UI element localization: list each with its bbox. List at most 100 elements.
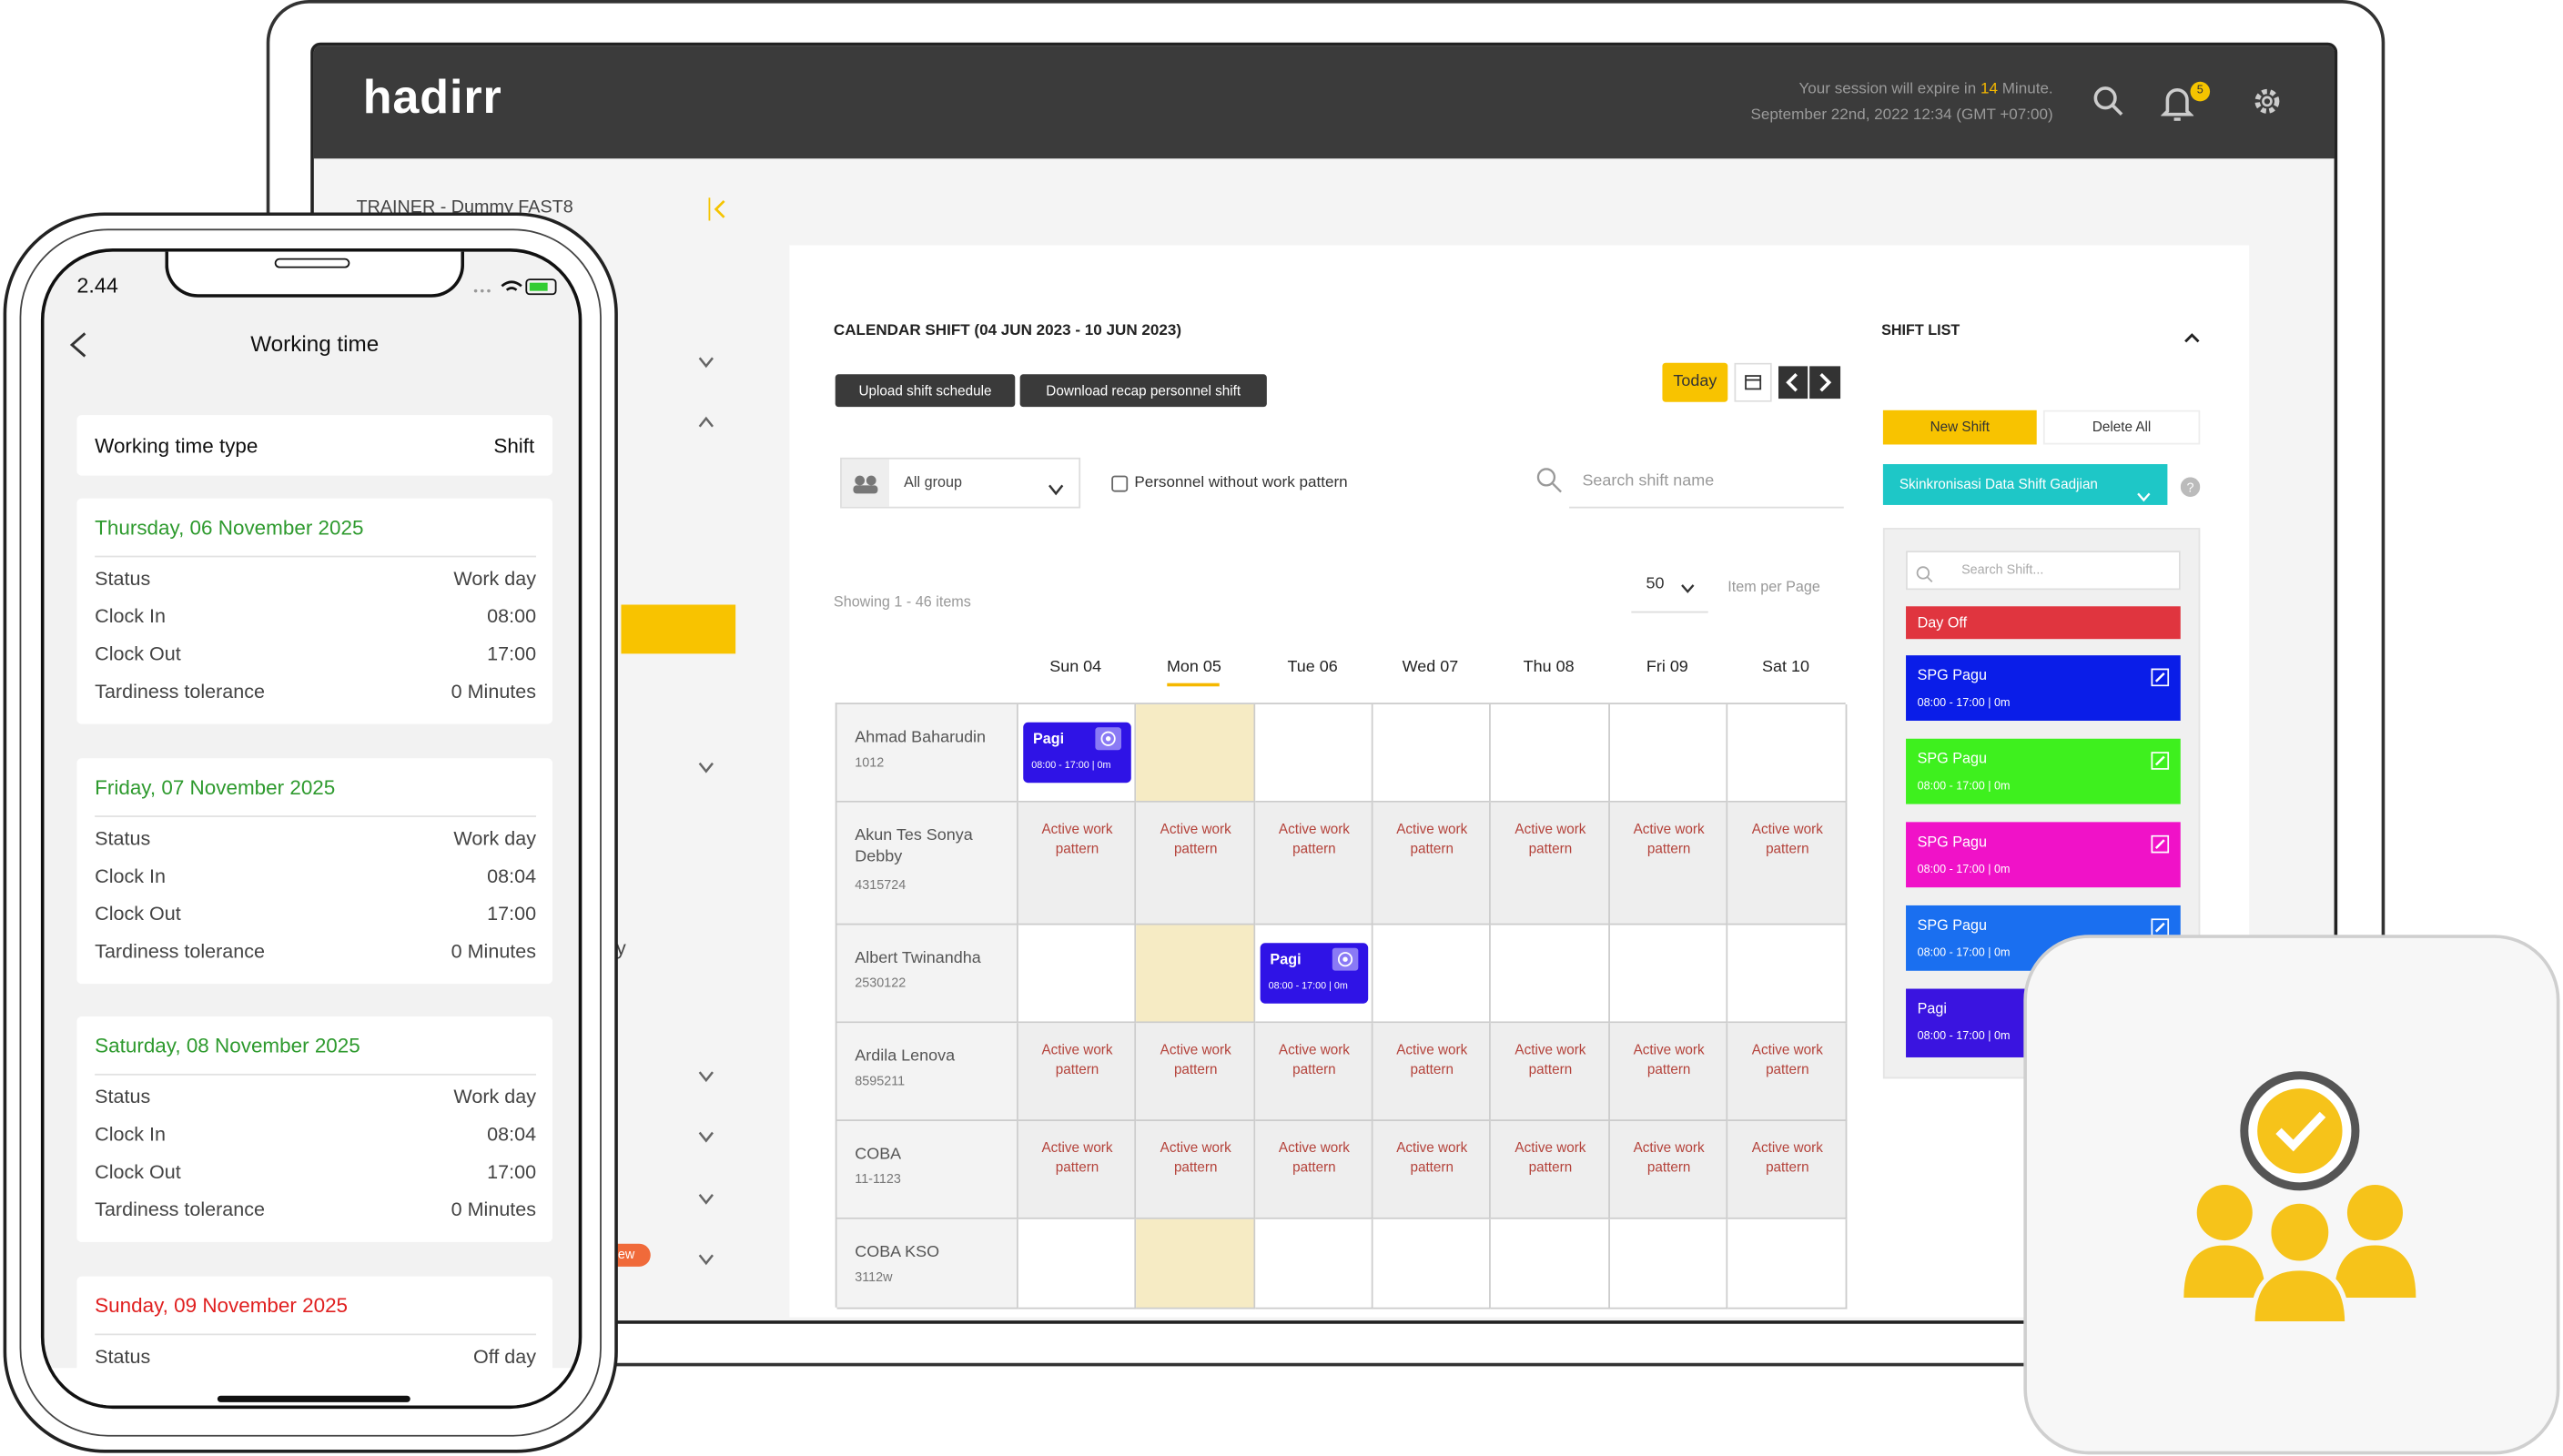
- menu-chevron[interactable]: [696, 349, 716, 369]
- day-cell: Active work pattern: [1727, 802, 1848, 925]
- menu-chevron[interactable]: [696, 755, 716, 774]
- checkbox-label: Personnel without work pattern: [1134, 473, 1348, 492]
- per-page-caret-svg: [1681, 584, 1695, 593]
- menu-chevron-up[interactable]: [696, 410, 716, 428]
- day-divider: [95, 555, 537, 558]
- work-pattern-text: Active work pattern: [1041, 820, 1113, 856]
- prev-button[interactable]: [1778, 366, 1808, 399]
- day-header: Sat 10: [1762, 658, 1809, 677]
- day-header: Fri 09: [1646, 658, 1688, 677]
- collapse-icon[interactable]: [706, 197, 733, 223]
- personnel-id: 4315724: [855, 877, 907, 893]
- help-icon[interactable]: ?: [2180, 476, 2201, 497]
- status-time: 2.44: [76, 272, 118, 298]
- info-value: Work day: [453, 567, 537, 591]
- shift-search-placeholder: Search Shift...: [1961, 561, 2044, 577]
- calendar-title: CALENDAR SHIFT (04 JUN 2023 - 10 JUN 202…: [833, 321, 1182, 340]
- personnel-name: COBA KSO: [855, 1243, 940, 1262]
- info-value: 17:00: [487, 902, 537, 925]
- screen-title: Working time: [250, 331, 380, 357]
- download-label: Download recap personnel shift: [1046, 382, 1241, 399]
- work-pattern-text: Active work pattern: [1160, 1041, 1231, 1077]
- day-cell: Active work pattern: [1727, 1121, 1848, 1219]
- day-cell: Active work pattern: [1018, 1121, 1137, 1219]
- per-page-select[interactable]: 50: [1631, 564, 1708, 613]
- name-cell: Albert Twinandha 2530122: [836, 925, 1018, 1024]
- day-cell: Active work pattern: [1609, 1121, 1728, 1219]
- shift-item[interactable]: SPG Pagu 08:00 - 17:00 | 0m: [1906, 738, 2181, 804]
- next-button[interactable]: [1809, 366, 1841, 399]
- shift-card[interactable]: Pagi 08:00 - 17:00 | 0m: [1260, 943, 1369, 1004]
- shift-list-toggle[interactable]: [2183, 324, 2200, 343]
- day-header: Wed 07: [1402, 658, 1459, 677]
- back-button-svg: [69, 332, 86, 358]
- shift-icon-svg: [1332, 947, 1359, 971]
- day-cell: [1255, 704, 1373, 803]
- search-input[interactable]: Search shift name: [1569, 462, 1844, 509]
- bell-icon[interactable]: [2160, 85, 2194, 121]
- sync-caret: [2136, 479, 2151, 502]
- day-divider: [95, 1333, 537, 1336]
- showing-text: Showing 1 - 46 items: [833, 592, 971, 610]
- shift-card[interactable]: Pagi 08:00 - 17:00 | 0m: [1023, 722, 1131, 784]
- work-pattern-text: Active work pattern: [1160, 1138, 1231, 1175]
- menu-chevron[interactable]: [696, 1125, 716, 1143]
- info-label: Status: [95, 567, 151, 591]
- notification-badge: 5: [2190, 81, 2211, 102]
- search-icon[interactable]: [2092, 85, 2125, 117]
- back-button[interactable]: [67, 330, 90, 359]
- type-card: Working time type Shift: [76, 415, 553, 476]
- day-header: Tue 06: [1287, 658, 1338, 677]
- session-info: Your session will expire in 14 Minute.: [1687, 80, 2052, 103]
- menu-chevron[interactable]: [696, 1187, 716, 1205]
- edit-icon[interactable]: [2151, 749, 2170, 770]
- shift-item-label: Pagi: [1917, 1000, 1947, 1017]
- name-cell: Ardila Lenova 8595211: [836, 1023, 1018, 1122]
- personnel-id: 1012: [855, 754, 885, 770]
- help-icon-svg: ?: [2180, 477, 2201, 497]
- delete-all-button[interactable]: Delete All: [2042, 410, 2201, 445]
- download-button[interactable]: Download recap personnel shift: [1019, 374, 1267, 408]
- name-cell: COBA 11-1123: [836, 1121, 1018, 1219]
- personnel-name: Albert Twinandha: [855, 949, 981, 968]
- day-off-item[interactable]: Day Off: [1906, 606, 2181, 640]
- today-button[interactable]: Today: [1662, 362, 1728, 402]
- shift-search-icon: [1916, 562, 1934, 582]
- shift-item[interactable]: SPG Pagu 08:00 - 17:00 | 0m: [1906, 655, 2181, 722]
- edit-icon[interactable]: [2151, 832, 2170, 854]
- shift-search[interactable]: Search Shift...: [1906, 551, 2181, 591]
- info-row: Tardiness tolerance 0 Minutes: [95, 680, 536, 706]
- personnel-name: Ahmad Baharudin: [855, 728, 987, 747]
- menu-chevron-up-svg: [698, 416, 714, 428]
- info-value: Off day: [472, 1345, 537, 1369]
- day-cell: Active work pattern: [1136, 1121, 1256, 1219]
- settings-icon[interactable]: [2251, 85, 2284, 117]
- day-card: Saturday, 08 November 2025 Status Work day…: [76, 1016, 553, 1242]
- edit-icon[interactable]: [2151, 665, 2170, 687]
- work-pattern-text: Active work pattern: [1633, 1041, 1705, 1077]
- upload-button[interactable]: Upload shift schedule: [835, 374, 1016, 408]
- edit-icon-svg: [2151, 752, 2170, 770]
- sync-button[interactable]: Skinkronisasi Data Shift Gadjian: [1882, 464, 2168, 505]
- group-icon: [841, 459, 889, 507]
- group-select[interactable]: All group: [840, 457, 1081, 509]
- menu-chevron[interactable]: [696, 1064, 716, 1083]
- shift-item-label: SPG Pagu: [1917, 666, 1987, 683]
- checkbox[interactable]: [1111, 475, 1129, 492]
- shift-icon: [1332, 947, 1359, 971]
- day-cell: [1136, 925, 1256, 1024]
- new-shift-button[interactable]: New Shift: [1882, 410, 2037, 445]
- day-cell: [1609, 704, 1728, 803]
- day-header: Thu 08: [1523, 658, 1575, 677]
- info-value: 17:00: [487, 642, 537, 665]
- edit-icon[interactable]: [2151, 915, 2170, 937]
- day-underline: [1167, 682, 1220, 687]
- shift-item[interactable]: SPG Pagu 08:00 - 17:00 | 0m: [1906, 822, 2181, 888]
- day-divider: [95, 1073, 537, 1076]
- prev-button-svg: [1778, 366, 1808, 399]
- work-pattern-text: Active work pattern: [1278, 820, 1350, 856]
- menu-chevron[interactable]: [696, 1247, 716, 1266]
- info-row: Tardiness tolerance 0 Minutes: [95, 1198, 536, 1224]
- calendar-button[interactable]: [1734, 362, 1772, 402]
